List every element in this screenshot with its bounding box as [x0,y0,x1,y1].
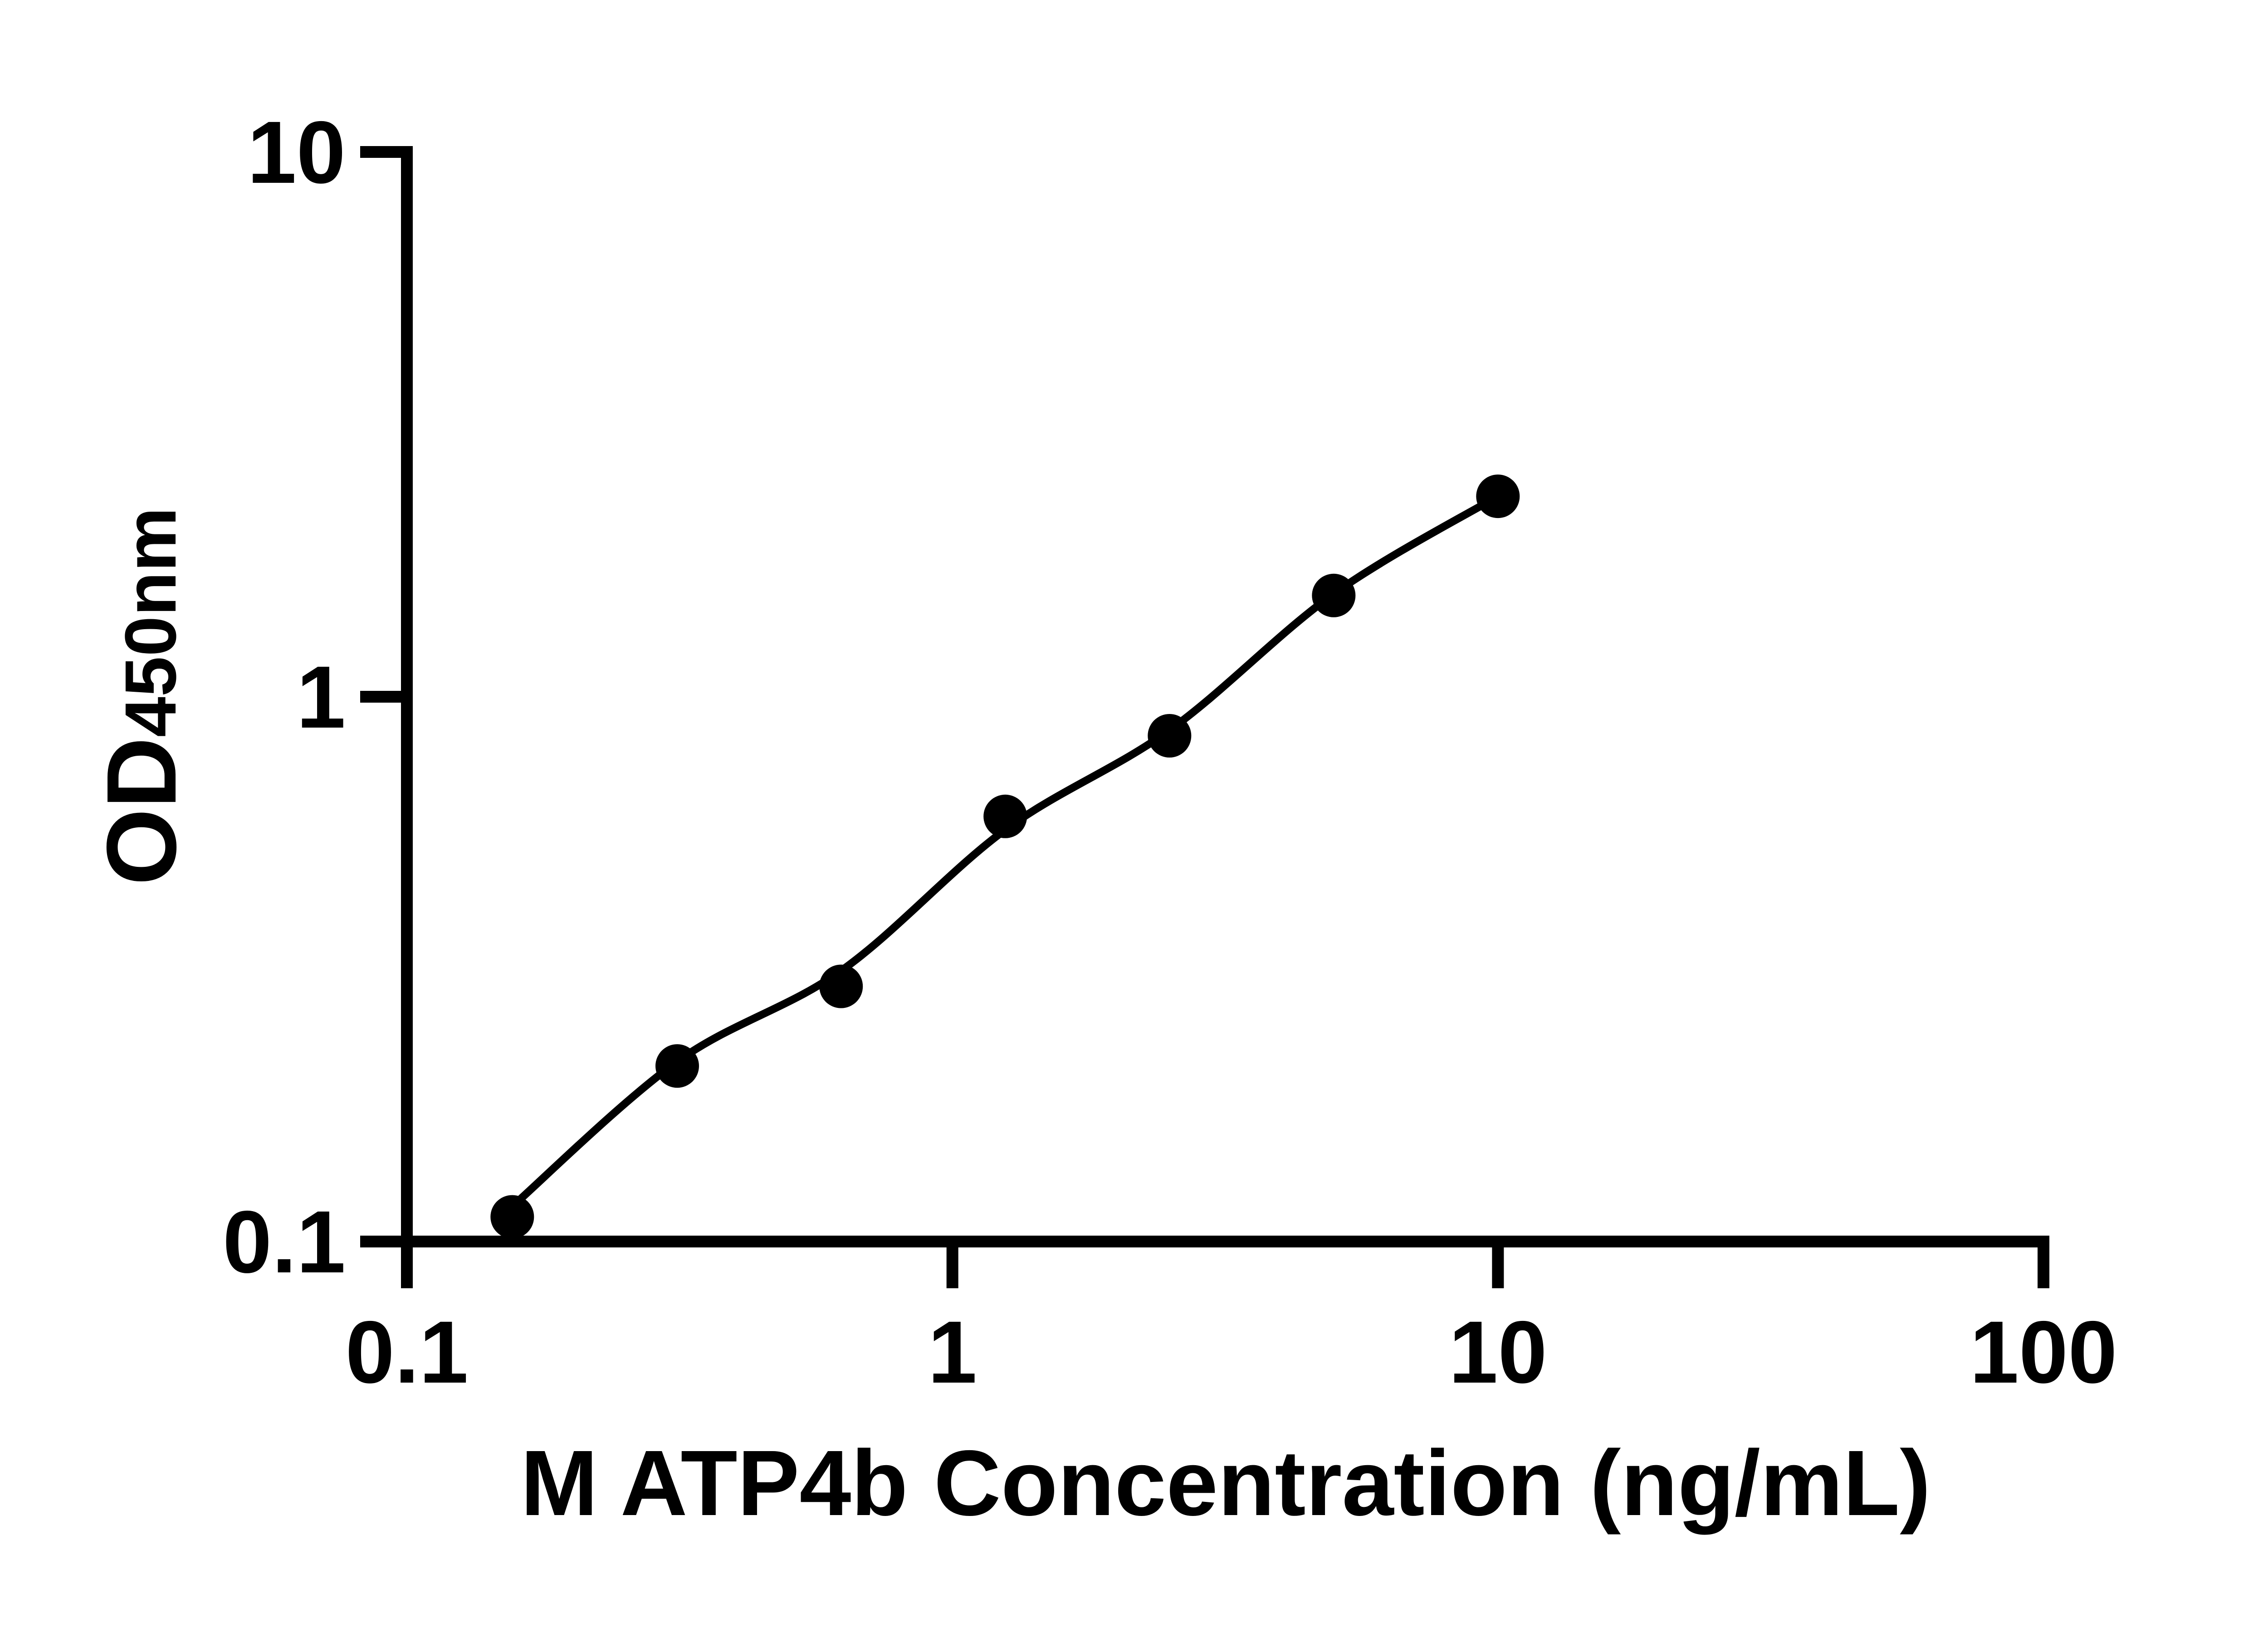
x-tick-label: 0.1 [345,1303,468,1402]
x-tick-label: 100 [1970,1303,2117,1402]
data-point-marker [490,1195,534,1239]
x-tick-label: 10 [1449,1303,1547,1402]
tick-labels: 0.1 1 10 100 0.1 1 10 [223,103,2117,1402]
data-point-marker [1312,573,1356,617]
data-point-marker [819,964,863,1008]
axis-ticks [360,146,2050,1288]
y-tick-label: 10 [247,103,346,202]
x-axis-title: M ATP4b Concentration (ng/mL) [521,1431,1931,1535]
data-point-marker [1148,714,1192,758]
y-tick-label: 1 [297,648,346,747]
data-points [490,474,1520,1239]
data-point-marker [655,1044,699,1088]
y-axis-title-main: OD [87,737,197,885]
y-axis-title: OD450nm [87,507,197,885]
data-point-marker [1476,474,1520,518]
data-point-marker [983,794,1027,838]
x-tick-label: 1 [928,1303,977,1402]
y-tick-label: 0.1 [223,1193,346,1291]
y-axis-title-subscript: 450nm [110,507,191,737]
